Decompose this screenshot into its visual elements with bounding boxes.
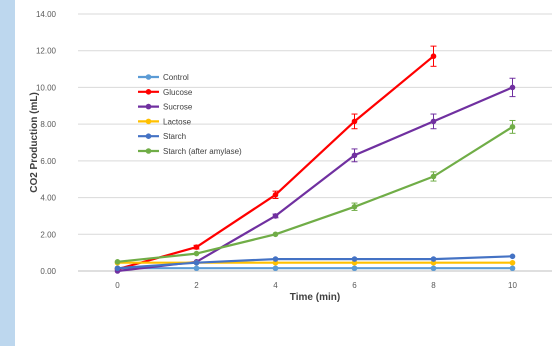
legend-marker-starch-after-amylase — [145, 148, 152, 154]
legend-label-sucrose: Sucrose — [163, 103, 193, 112]
series-line-sucrose — [117, 86, 513, 273]
legend-marker-sucrose — [145, 103, 152, 110]
data-point-sucrose — [509, 84, 516, 91]
legend-label-glucose: Glucose — [163, 88, 193, 97]
y-axis-title: CO2 Production (mL) — [29, 92, 40, 193]
legend: Control Glucose Sucrose Lactose Starch Starch… — [138, 73, 242, 156]
x-tick-label: 2 — [194, 281, 199, 290]
co2-production-chart: 0.00 2.00 4.00 6.00 8.00 10.00 12.00 14.00 0 2 4 6 8… — [29, 10, 552, 303]
series-line-starch — [117, 255, 513, 270]
data-point-starch-after-amylase — [193, 250, 200, 257]
legend-marker-glucose — [145, 89, 152, 95]
data-point-control — [430, 265, 437, 272]
data-point-starch-after-amylase — [351, 203, 358, 210]
legend-label-lactose: Lactose — [163, 117, 192, 126]
data-point-starch-after-amylase — [509, 124, 516, 130]
data-point-starch-after-amylase — [272, 231, 279, 238]
data-point-sucrose — [272, 213, 279, 219]
legend-label-control: Control — [163, 73, 189, 82]
legend-label-starch: Starch — [163, 132, 186, 141]
data-point-glucose — [430, 53, 437, 60]
y-tick-label: 0.00 — [40, 267, 56, 276]
axis-layer: 0.00 2.00 4.00 6.00 8.00 10.00 12.00 14.00 0 2 4 6 8… — [36, 10, 518, 290]
y-tick-label: 4.00 — [40, 194, 56, 203]
x-tick-label: 0 — [115, 281, 120, 290]
data-point-control — [193, 265, 200, 272]
data-point-starch — [430, 256, 437, 262]
data-point-starch — [509, 253, 516, 260]
data-point-control — [272, 265, 279, 272]
y-tick-label: 8.00 — [40, 120, 56, 129]
legend-marker-starch — [145, 133, 152, 139]
x-tick-label: 8 — [431, 281, 436, 290]
data-point-glucose — [272, 192, 279, 198]
y-tick-label: 10.00 — [36, 83, 57, 92]
y-tick-label: 12.00 — [36, 47, 57, 56]
chart-panel: 0.00 2.00 4.00 6.00 8.00 10.00 12.00 14.00 0 2 4 6 8… — [15, 0, 554, 346]
legend-marker-lactose — [145, 118, 152, 125]
x-tick-label: 6 — [352, 281, 357, 290]
legend-marker-control — [145, 74, 152, 80]
y-tick-label: 14.00 — [36, 10, 57, 19]
data-point-glucose — [193, 244, 200, 250]
data-point-control — [509, 265, 516, 272]
grid-layer — [78, 13, 552, 272]
data-point-starch — [193, 259, 200, 266]
y-tick-label: 2.00 — [40, 230, 56, 239]
data-point-control — [351, 265, 358, 272]
x-axis-title: Time (min) — [290, 292, 340, 303]
series-layer — [114, 45, 516, 274]
y-tick-label: 6.00 — [40, 157, 56, 166]
data-point-glucose — [351, 118, 358, 125]
data-point-sucrose — [430, 118, 437, 125]
data-point-sucrose — [351, 152, 358, 159]
x-tick-label: 10 — [508, 281, 517, 290]
series-line-starch-after-amylase — [117, 125, 514, 263]
data-point-starch — [272, 256, 279, 262]
data-point-starch — [114, 265, 121, 272]
data-point-lactose — [509, 259, 516, 266]
x-tick-label: 4 — [273, 281, 278, 290]
legend-label-starch-after-amylase: Starch (after amylase) — [163, 147, 242, 156]
data-point-starch-after-amylase — [114, 259, 121, 265]
data-point-starch-after-amylase — [430, 173, 437, 180]
data-point-starch — [351, 256, 358, 262]
